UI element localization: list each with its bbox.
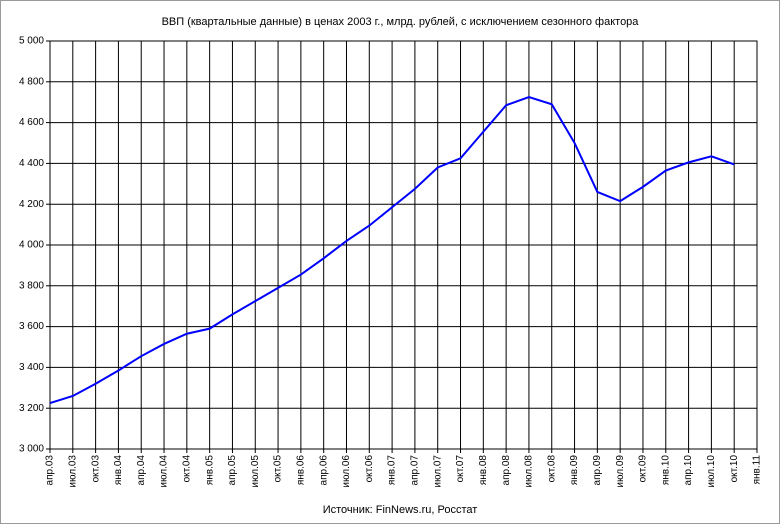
x-tick-label: янв.08	[478, 455, 489, 486]
x-tick-label: апр.09	[592, 455, 603, 486]
x-tick-label: июл.06	[341, 455, 352, 488]
y-tick-label: 3 800	[19, 280, 44, 291]
x-tick-label: апр.06	[318, 455, 329, 486]
x-tick-label: июл.10	[706, 455, 717, 488]
x-tick-label: янв.05	[204, 455, 215, 486]
source: Источник: FinNews.ru, Росстат	[323, 504, 478, 516]
y-tick-label: 3 400	[19, 362, 44, 373]
x-tick-label: окт.06	[364, 455, 375, 483]
x-tick-label: июл.08	[524, 455, 535, 488]
x-tick-label: июл.07	[432, 455, 443, 488]
x-tick-label: окт.03	[90, 455, 101, 483]
chart-title: ВВП (квартальные данные) в ценах 2003 г.…	[162, 16, 640, 28]
y-tick-label: 3 000	[19, 444, 44, 455]
y-tick-label: 4 200	[19, 199, 44, 210]
x-tick-label: окт.05	[273, 455, 284, 483]
y-tick-label: 4 800	[19, 76, 44, 87]
y-tick-label: 4 000	[19, 240, 44, 251]
x-tick-label: янв.09	[569, 455, 580, 486]
line-series	[49, 96, 735, 405]
y-tick-label: 5 000	[19, 36, 44, 47]
x-tick-label: июл.04	[159, 455, 170, 488]
x-tick-label: окт.07	[455, 455, 466, 483]
x-tick-label: апр.03	[45, 455, 56, 486]
x-tick-label: янв.10	[660, 455, 671, 486]
x-tick-label: окт.09	[638, 455, 649, 483]
x-tick-label: апр.04	[136, 455, 147, 486]
x-tick-label: апр.05	[227, 455, 238, 486]
x-tick-label: окт.04	[181, 455, 192, 483]
x-tick-label: июл.05	[250, 455, 261, 488]
x-tick-label: апр.10	[683, 455, 694, 486]
x-tick-label: янв.06	[296, 455, 307, 486]
x-tick-label: окт.10	[729, 455, 740, 483]
x-tick-label: янв.07	[387, 455, 398, 486]
x-tick-label: апр.08	[501, 455, 512, 486]
y-tick-label: 4 400	[19, 158, 44, 169]
y-tick-label: 3 600	[19, 321, 44, 332]
x-tick-label: апр.07	[410, 455, 421, 486]
y-tick-label: 3 200	[19, 403, 44, 414]
x-tick-label: янв.04	[113, 455, 124, 486]
x-tick-label: июл.09	[615, 455, 626, 488]
y-tick-label: 4 600	[19, 117, 44, 128]
x-tick-label: янв.11	[752, 455, 763, 485]
x-tick-label: июл.03	[67, 455, 78, 488]
x-tick-label: окт.08	[546, 455, 557, 483]
